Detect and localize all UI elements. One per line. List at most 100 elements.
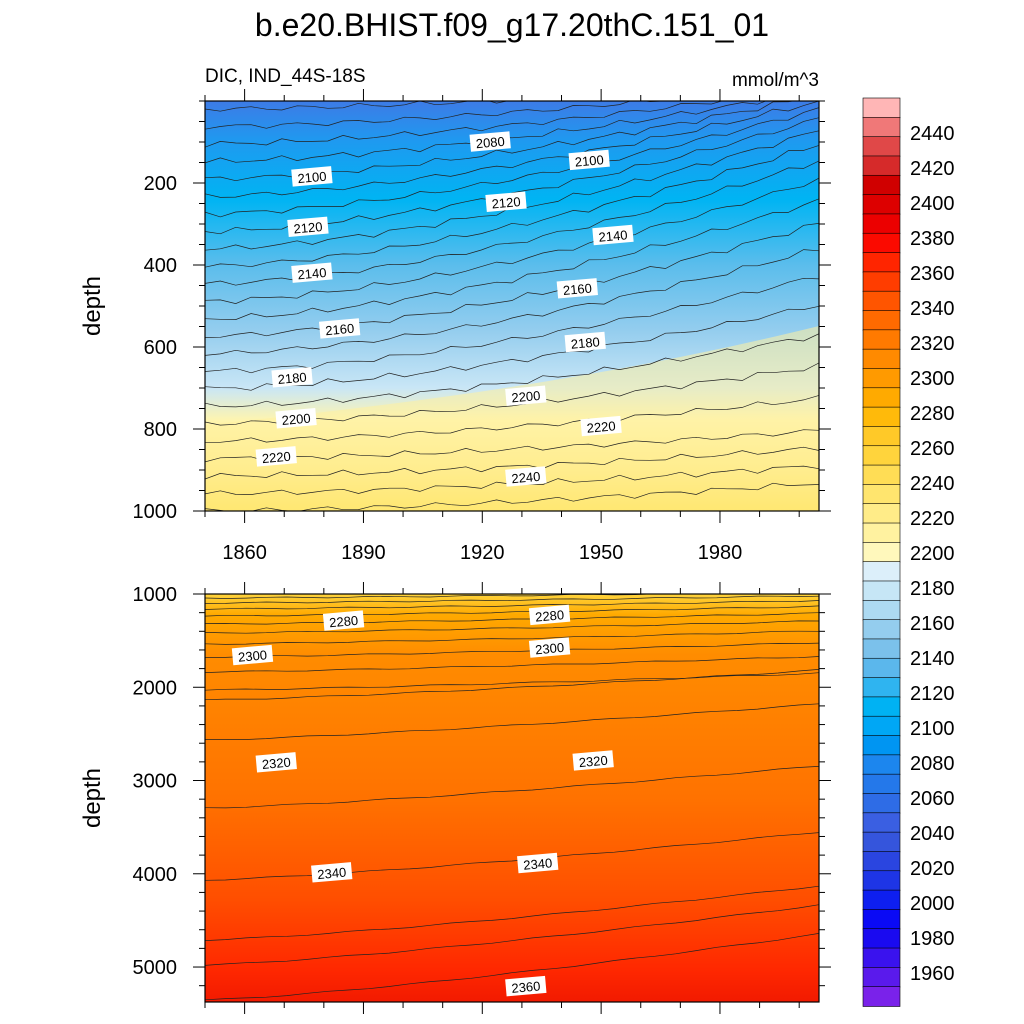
contour-label-text: 2340 [317, 865, 347, 882]
contour-line [205, 595, 819, 604]
colorbar-swatch [862, 947, 901, 969]
colorbar-swatch [862, 967, 901, 988]
x-tick-label: 1920 [460, 542, 505, 564]
y-tick-label: 2000 [133, 677, 178, 699]
contour-label: 2300 [231, 644, 274, 666]
colorbar-swatch [862, 851, 901, 872]
contour-line [205, 305, 819, 391]
colorbar-swatch [862, 522, 901, 544]
contour-label-text: 2200 [281, 411, 311, 428]
contour-line [205, 620, 819, 634]
colorbar-label: 2040 [910, 823, 955, 845]
contour-line [205, 766, 819, 809]
contour-label: 2140 [291, 262, 333, 283]
colorbar-swatch [862, 426, 901, 447]
contour-label: 2120 [287, 216, 329, 237]
colorbar-swatch [862, 484, 901, 505]
colorbar-swatch [862, 773, 901, 795]
colorbar-swatch [862, 715, 901, 737]
colorbar-swatch [862, 870, 901, 891]
top-x-tick-labels: 1860 1890 1920 1950 1980 [222, 542, 742, 564]
colorbar-swatch [862, 329, 901, 350]
contour-label: 2080 [469, 131, 511, 152]
colorbar-label: 2200 [910, 543, 955, 565]
top-panel: DIC, IND_44S-18S mmol/m^3 2080 2100 2100 21… [79, 66, 831, 564]
contour-line [205, 605, 819, 617]
contour-label-text: 2220 [586, 418, 616, 435]
contour-label-text: 2280 [329, 613, 359, 630]
x-tick-label: 1860 [222, 542, 267, 564]
contour-line [205, 223, 819, 338]
contour-line [205, 630, 819, 645]
contour-line [205, 101, 724, 148]
colorbar-swatch [862, 638, 901, 660]
colorbar-swatch [862, 194, 901, 215]
colorbar-label: 2120 [910, 683, 955, 705]
contour-label: 2160 [318, 318, 361, 339]
colorbar-swatch [862, 464, 901, 486]
colorbar-swatch [862, 290, 901, 312]
contour-label: 2220 [580, 415, 622, 437]
colorbar-label: 2360 [910, 263, 955, 285]
y-tick-label: 200 [144, 173, 177, 195]
contour-line [205, 832, 819, 881]
colorbar-label: 2000 [910, 893, 955, 915]
colorbar-label: 1980 [910, 928, 955, 950]
contour-label-text: 2180 [570, 334, 600, 351]
colorbar-swatch [862, 889, 901, 911]
contour-label-text: 2160 [562, 281, 592, 298]
colorbar-swatch [862, 812, 901, 833]
y-tick-label: 400 [144, 255, 177, 277]
colorbar-label: 2260 [910, 438, 955, 460]
colorbar-swatch [862, 348, 901, 370]
bottom-plot-frame [204, 593, 820, 1003]
colorbar-label: 2420 [910, 158, 955, 180]
colorbar-swatch [862, 580, 901, 602]
colorbar-label: 2400 [910, 193, 955, 215]
colorbar-swatch [862, 561, 901, 582]
contour-label: 2220 [255, 446, 297, 467]
y-tick-label: 3000 [133, 771, 178, 793]
contour-line [205, 177, 819, 304]
colorbar-swatch [862, 406, 901, 428]
contour-label-text: 2320 [261, 755, 291, 772]
colorbar-labels: 2440 2420 2400 2380 2360 2340 2320 2300 2280 2260… [910, 123, 955, 985]
contour-label-text: 2200 [511, 388, 541, 405]
contour-line [205, 101, 667, 130]
contour-label: 2280 [528, 604, 571, 626]
colorbar-swatch [862, 754, 901, 775]
colorbar-swatch [862, 735, 901, 756]
x-tick-label: 1980 [698, 542, 743, 564]
top-y-axis-label: depth [79, 276, 106, 336]
bottom-contour-labels: 2280 2280 2300 2300 2320 2320 2340 2340 2360 [231, 604, 614, 997]
colorbar-swatch [862, 599, 901, 621]
contour-label: 2340 [311, 862, 353, 883]
colorbar-swatch [862, 677, 901, 698]
contour-label-text: 2280 [535, 607, 565, 624]
colorbar-swatch [862, 271, 901, 292]
contour-line [205, 333, 819, 408]
contour-label-text: 2080 [475, 134, 505, 151]
contour-label: 2160 [556, 278, 598, 299]
colorbar-swatch [862, 387, 901, 408]
contour-label-text: 2120 [293, 219, 323, 236]
contour-label: 2280 [322, 610, 365, 631]
contour-label-text: 2140 [297, 265, 327, 282]
contour-label: 2300 [528, 637, 571, 658]
figure-title: b.e20.BHIST.f09_g17.20thC.151_01 [255, 7, 769, 43]
colorbar-swatch [862, 793, 901, 814]
colorbar-swatch [862, 928, 901, 949]
contour-line [205, 482, 819, 511]
colorbar-swatch [862, 445, 901, 466]
contour-line [205, 703, 819, 740]
contour-line [205, 904, 819, 966]
contour-line [205, 446, 819, 480]
contour-line [205, 101, 819, 198]
colorbar-swatch [862, 986, 901, 1007]
colorbar-label: 2180 [910, 578, 955, 600]
colorbar-swatch [862, 213, 901, 235]
contour-line [205, 612, 819, 625]
contour-label-text: 2100 [574, 152, 604, 169]
colorbar-swatch [862, 136, 901, 157]
